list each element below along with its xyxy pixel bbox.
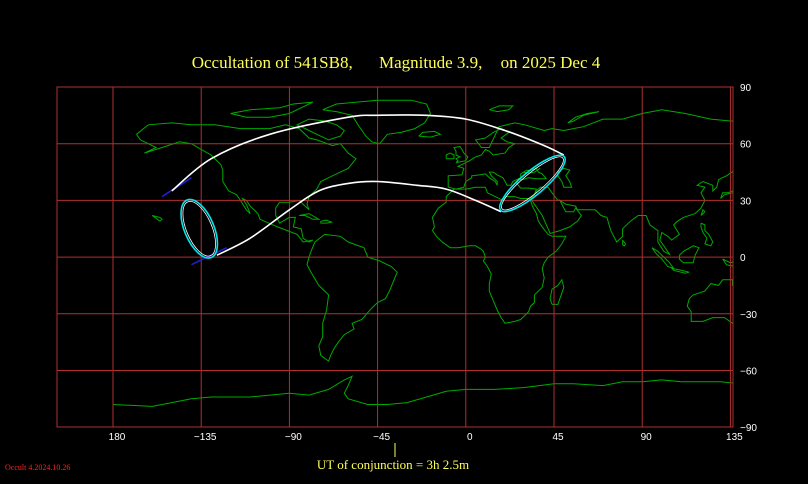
coastline-caspian <box>557 167 573 188</box>
lon-tick-label: 0 <box>467 432 473 443</box>
coastline-hawaii <box>151 215 163 222</box>
path-west-end-loop <box>180 198 219 259</box>
coastline-novaya-zemlya <box>567 111 600 124</box>
coastline-ireland <box>445 152 455 160</box>
lon-tick-label: 90 <box>641 432 653 443</box>
coastline-philippines <box>700 222 714 247</box>
lon-tick-label: −45 <box>373 432 390 443</box>
longitude-tick-labels: 180 −135 −90 −45 0 45 90 135 <box>109 432 744 443</box>
path-east-end-loop-inner <box>501 156 564 211</box>
coastline-cuba <box>299 213 321 220</box>
coastline-layer <box>112 99 733 407</box>
latitude-tick-labels: 90 60 30 0 −30 −60 −90 <box>740 83 757 434</box>
lat-tick-label: 0 <box>740 253 746 264</box>
coastline-antarctica <box>112 375 733 407</box>
coastline-greenland <box>322 99 432 145</box>
title-event: Occultation of 541SB8, <box>192 53 353 72</box>
path-south-limit <box>216 180 502 256</box>
lat-tick-label: −30 <box>740 310 757 321</box>
lon-tick-label: 180 <box>109 432 126 443</box>
lat-tick-label: 30 <box>740 196 752 207</box>
map-title: Occultation of 541SB8, Magnitude 3.9, on… <box>192 53 601 72</box>
coastline-sri-lanka <box>622 239 627 247</box>
coastline-arctic-islands <box>230 101 314 118</box>
path-north-limit <box>171 114 565 192</box>
coastline-baffin <box>296 118 345 141</box>
coastline-madagascar <box>549 278 565 305</box>
title-date: on 2025 Dec 4 <box>501 53 601 72</box>
occultation-path-layer <box>161 114 566 266</box>
lat-tick-label: 60 <box>740 140 752 151</box>
path-west-end-loop-inner <box>182 201 216 257</box>
coastline-british-isles <box>453 145 469 164</box>
lat-tick-label: −60 <box>740 367 757 378</box>
lat-tick-label: −90 <box>740 423 757 434</box>
coastline-australia <box>686 279 733 324</box>
coastline-svalbard <box>489 105 515 113</box>
lon-tick-label: 135 <box>726 432 743 443</box>
coastline-north-america <box>136 122 357 243</box>
coastline-taiwan <box>700 208 706 216</box>
coastline-africa <box>431 186 567 324</box>
lon-tick-label: 45 <box>552 432 564 443</box>
lat-tick-label: 90 <box>740 83 752 94</box>
coastline-borneo <box>678 245 700 264</box>
coastline-java <box>671 267 690 274</box>
coastline-iceland <box>418 130 442 138</box>
path-east-end-loop <box>498 154 566 213</box>
title-magnitude: Magnitude 3.9, <box>379 53 482 72</box>
lon-tick-label: −135 <box>194 432 217 443</box>
coastline-south-america <box>306 233 398 362</box>
graticule-grid <box>56 86 734 428</box>
software-version-label: Occult 4.2024.10.26 <box>5 463 70 472</box>
coastline-hispaniola <box>320 219 334 224</box>
conjunction-time-label: UT of conjunction = 3h 2.5m <box>317 457 469 472</box>
lon-tick-label: −90 <box>285 432 302 443</box>
